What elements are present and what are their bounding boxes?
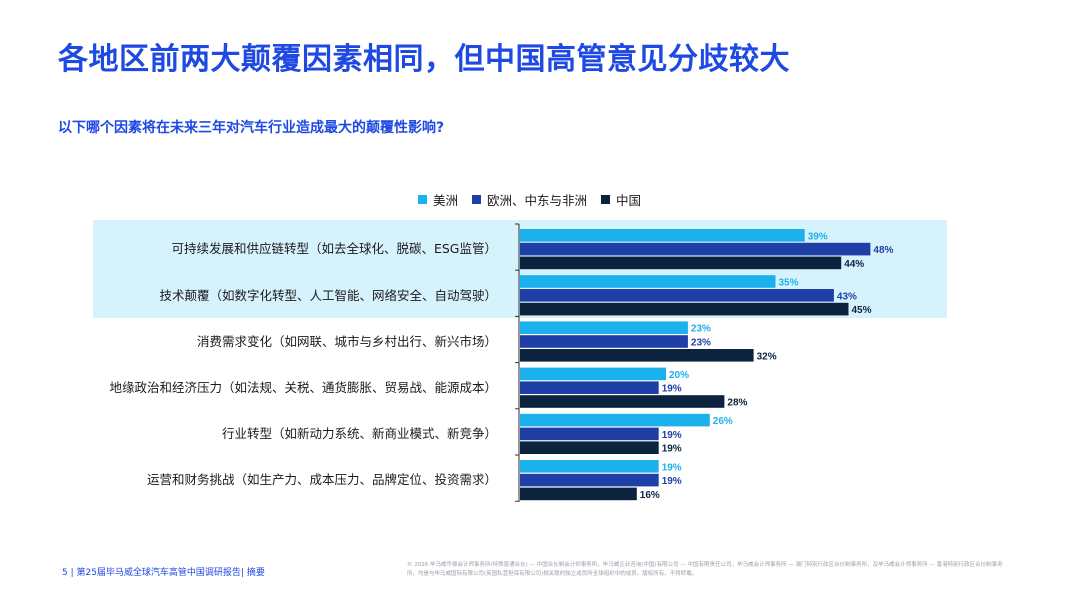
bar [520, 289, 834, 302]
data-label: 19% [662, 462, 682, 473]
legend-item-emea: 欧洲、中东与非洲 [472, 190, 587, 209]
bar [520, 302, 849, 316]
legend-swatch-americas [418, 194, 427, 204]
data-label: 39% [808, 231, 828, 242]
bar [520, 413, 710, 427]
bar [520, 395, 725, 408]
data-label: 32% [757, 351, 777, 362]
category-label: 技术颠覆（如数字化转型、人工智能、网络安全、自动驾驶） [159, 288, 497, 303]
page-title: 各地区前两大颠覆因素相同，但中国高管意见分歧较大 [58, 42, 790, 77]
bar [520, 367, 666, 381]
data-label: 19% [662, 444, 682, 455]
data-label: 48% [873, 245, 893, 256]
category-label: 行业转型（如新动力系统、新商业模式、新竞争） [221, 426, 497, 441]
bar [520, 473, 659, 487]
bar [520, 381, 659, 394]
bar [520, 349, 754, 362]
data-label: 16% [640, 490, 660, 501]
bar [520, 441, 659, 454]
bar [520, 487, 637, 501]
legend-swatch-china [601, 194, 611, 204]
data-label: 20% [669, 370, 689, 381]
data-label: 45% [852, 305, 872, 316]
footer-copyright: © 2026 毕马威华振会计师事务所(特殊普通合伙) — 中国合伙制会计师事务所… [407, 562, 1003, 577]
category-label: 可持续发展和供应链转型（如去全球化、脱碳、ESG监管） [171, 241, 497, 256]
bar [520, 460, 659, 473]
data-label: 44% [844, 259, 864, 270]
data-label: 26% [713, 416, 733, 427]
data-label: 19% [662, 384, 682, 395]
bar [520, 229, 805, 242]
data-label: 19% [662, 430, 682, 441]
category-label: 消费需求变化（如网联、城市与乡村出行、新兴市场） [196, 334, 497, 349]
data-label: 43% [837, 291, 857, 302]
legend-item-china: 中国 [601, 190, 641, 209]
category-label: 地缘政治和经济压力（如法规、关税、通货膨胀、贸易战、能源成本） [109, 380, 497, 395]
legend-swatch-emea [472, 194, 482, 204]
legend-label-emea: 欧洲、中东与非洲 [487, 192, 588, 208]
footer-page-info: 5 | 第25届毕马威全球汽车高管中国调研报告| 摘要 [62, 568, 265, 578]
legend-label-china: 中国 [616, 192, 642, 208]
bar [520, 242, 871, 256]
legend-label-americas: 美洲 [433, 192, 459, 208]
chart-legend: 美洲 欧洲、中东与非洲 中国 [418, 190, 655, 208]
data-label: 35% [779, 278, 799, 289]
bar [520, 275, 776, 288]
survey-question: 以下哪个因素将在未来三年对汽车行业造成最大的颠覆性影响? [58, 120, 445, 136]
data-label: 28% [727, 398, 747, 409]
bar [520, 256, 842, 270]
bar [520, 321, 688, 334]
data-label: 19% [662, 476, 682, 487]
bar [520, 335, 688, 348]
category-label: 运营和财务挑战（如生产力、成本压力、品牌定位、投资需求） [146, 472, 497, 487]
bar [520, 427, 659, 441]
legend-item-americas: 美洲 [418, 190, 458, 209]
data-label: 23% [691, 338, 711, 349]
data-label: 23% [691, 324, 711, 335]
